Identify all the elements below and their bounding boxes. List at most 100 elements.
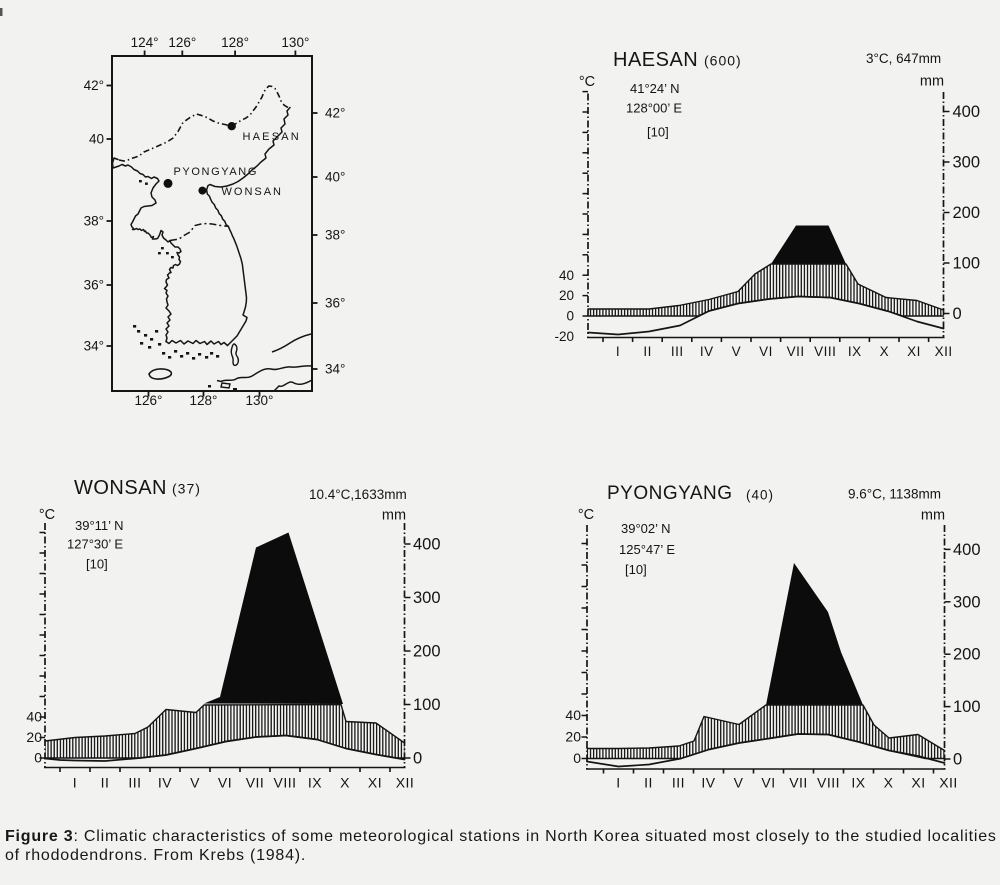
svg-text:PYONGYANG: PYONGYANG [607,483,733,504]
svg-text:36°: 36° [84,278,104,293]
svg-text:XI: XI [907,344,921,359]
svg-text:20: 20 [559,288,574,303]
svg-text:X: X [880,344,890,359]
svg-text:0: 0 [566,309,574,324]
svg-text:40: 40 [89,132,104,147]
svg-text:125°47’ E: 125°47’ E [619,542,675,557]
svg-text:[10]: [10] [625,562,647,577]
svg-text:XI: XI [911,775,925,791]
svg-text:20: 20 [565,729,581,745]
svg-text:HAESAN: HAESAN [613,49,698,71]
svg-text:400: 400 [953,541,981,559]
svg-text:WONSAN: WONSAN [222,186,284,198]
svg-text:126°: 126° [135,393,163,408]
svg-text:X: X [884,775,894,791]
svg-text:128°: 128° [190,393,218,408]
svg-text:II: II [643,344,652,359]
svg-text:34°: 34° [84,339,104,354]
svg-text:(37): (37) [172,481,201,497]
svg-text:IV: IV [158,775,172,791]
svg-text:0: 0 [953,305,962,323]
svg-text:400: 400 [953,103,981,121]
svg-text:II: II [101,775,110,791]
svg-text:°C: °C [579,74,595,90]
svg-text:XI: XI [368,775,382,791]
svg-text:41°24’ N: 41°24’ N [630,81,680,96]
svg-text:XII: XII [396,775,415,791]
svg-text:II: II [644,775,653,791]
svg-text:126°: 126° [168,35,196,50]
svg-text:38°: 38° [325,228,345,243]
svg-text:100: 100 [953,698,981,716]
svg-text:°C: °C [578,507,594,523]
svg-text:III: III [128,775,141,791]
svg-text:mm: mm [382,508,406,524]
svg-text:127°30’ E: 127°30’ E [67,537,123,552]
svg-text:[10]: [10] [86,557,108,572]
svg-text:V: V [734,775,744,791]
svg-text:X: X [340,775,350,791]
svg-text:[10]: [10] [647,125,669,140]
svg-text:34°: 34° [325,362,345,377]
svg-text:VI: VI [218,775,232,791]
svg-text:39°02’ N: 39°02’ N [621,521,671,536]
svg-text:VIII: VIII [814,344,836,359]
svg-text:VIII: VIII [273,775,296,791]
svg-text:0: 0 [953,751,962,769]
svg-text:40: 40 [559,268,574,283]
svg-text:VIII: VIII [817,775,840,791]
svg-text:124°: 124° [131,35,159,50]
svg-text:I: I [73,775,77,791]
svg-text:(40): (40) [746,488,774,503]
svg-text:VII: VII [246,775,265,791]
svg-text:IX: IX [851,775,865,791]
svg-text:40: 40 [26,709,42,725]
svg-text:128°: 128° [221,35,249,50]
svg-text:III: III [672,775,685,791]
svg-text:IX: IX [308,775,322,791]
svg-text:300: 300 [953,154,981,172]
svg-text:XII: XII [939,775,958,791]
svg-text:0: 0 [34,750,42,766]
svg-text:38°: 38° [84,214,104,229]
svg-text:mm: mm [921,508,945,524]
svg-text:300: 300 [413,589,441,607]
svg-text:10.4°C,1633mm: 10.4°C,1633mm [309,487,407,502]
svg-text:20: 20 [26,729,42,745]
svg-text:IV: IV [701,775,715,791]
svg-text:(600): (600) [704,53,742,69]
svg-text:V: V [732,344,742,359]
svg-text:°C: °C [39,507,55,523]
svg-text:200: 200 [953,646,981,664]
svg-text:mm: mm [920,74,944,90]
svg-text:IX: IX [848,344,862,359]
svg-text:0: 0 [413,750,422,768]
svg-text:39°11’ N: 39°11’ N [75,518,124,533]
svg-text:40: 40 [565,707,581,723]
svg-text:42°: 42° [325,106,345,121]
svg-text:100: 100 [413,696,441,714]
svg-text:3°C, 647mm: 3°C, 647mm [866,51,941,66]
svg-text:III: III [671,344,684,359]
svg-text:200: 200 [953,204,981,222]
svg-text:42°: 42° [84,78,104,93]
svg-text:WONSAN: WONSAN [74,477,167,499]
svg-text:128°00’ E: 128°00’ E [626,101,682,116]
svg-text:-20: -20 [554,329,574,344]
svg-text:XII: XII [935,344,953,359]
svg-text:300: 300 [953,593,981,611]
svg-text:0: 0 [573,750,581,766]
svg-text:V: V [190,775,200,791]
svg-text:IV: IV [700,344,714,359]
svg-text:VII: VII [787,344,805,359]
svg-text:200: 200 [413,643,441,661]
svg-text:VII: VII [789,775,808,791]
svg-text:400: 400 [413,536,441,554]
svg-text:VI: VI [761,775,775,791]
svg-text:40°: 40° [325,170,345,185]
svg-text:100: 100 [953,255,981,273]
svg-text:9.6°C, 1138mm: 9.6°C, 1138mm [848,487,941,502]
svg-text:HAESAN: HAESAN [243,131,301,143]
svg-text:36°: 36° [325,296,345,311]
svg-text:VI: VI [759,344,773,359]
